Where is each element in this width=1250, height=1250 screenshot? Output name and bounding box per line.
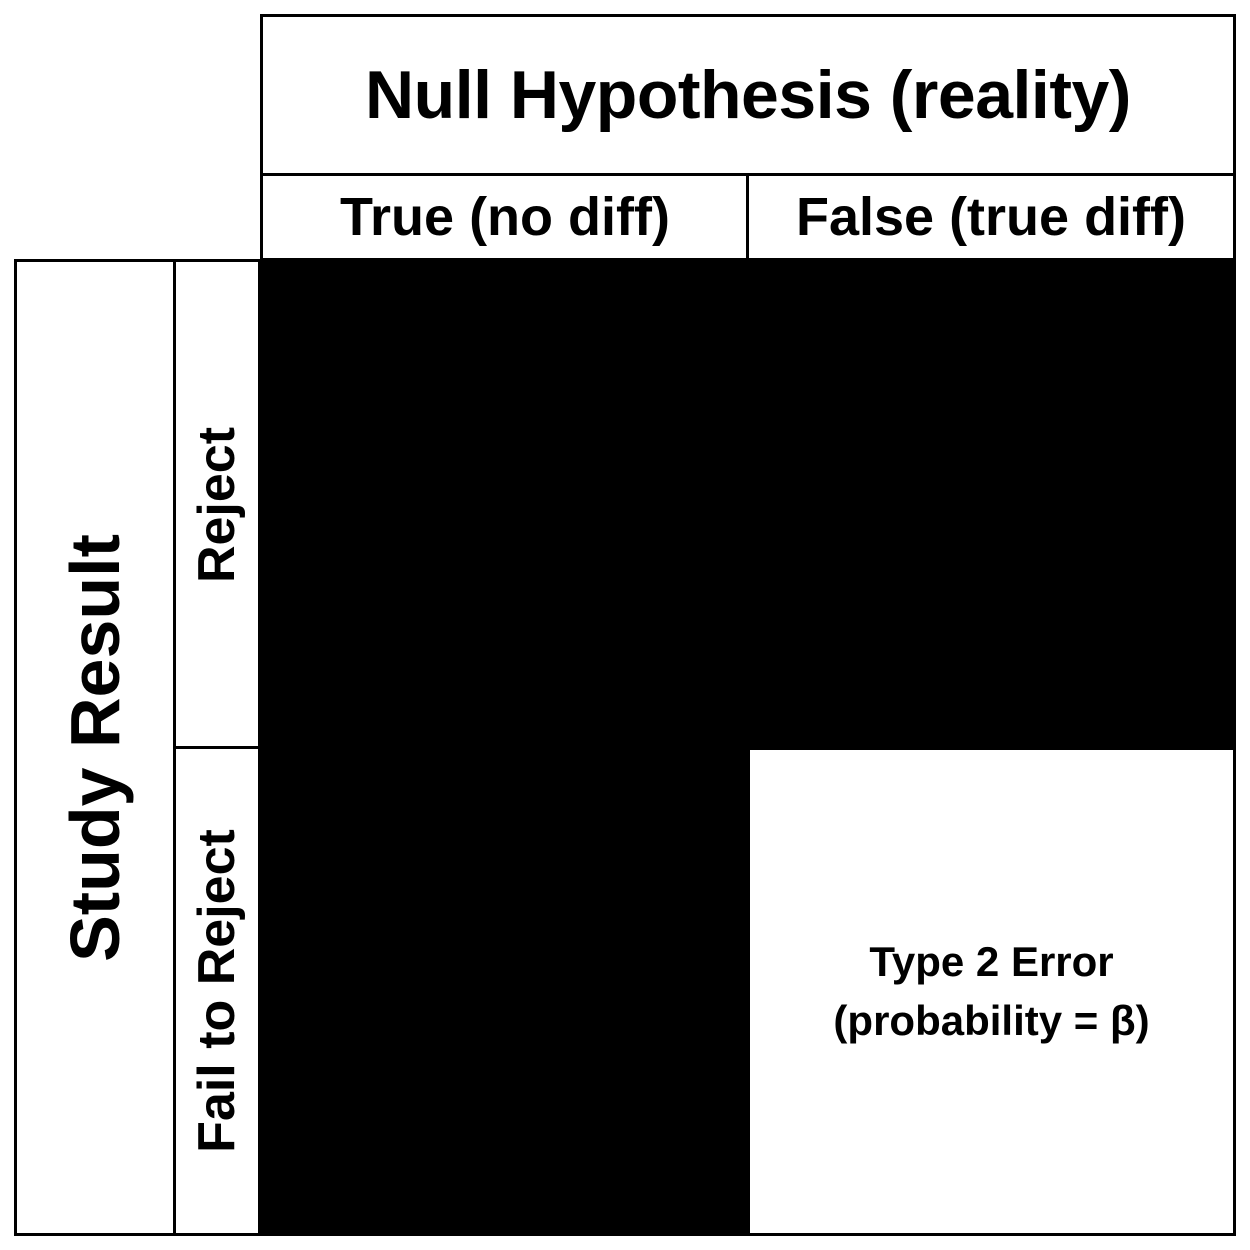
- column-header-true-label: True (no diff): [340, 187, 670, 247]
- cell-type-2-error: Type 2 Error (probability = β): [747, 747, 1236, 1236]
- column-group-title: Null Hypothesis (reality): [365, 57, 1131, 133]
- row-group-title: Study Result: [56, 533, 134, 962]
- column-header-false-label: False (true diff): [795, 187, 1187, 247]
- column-header-true: True (no diff): [260, 173, 750, 261]
- type-2-error-probability: (probability = β): [833, 996, 1150, 1044]
- column-group-header: Null Hypothesis (reality): [260, 14, 1236, 176]
- type-2-error-title: Type 2 Error: [869, 937, 1114, 985]
- row-header-fail-to-reject: Fail to Reject: [173, 746, 261, 1236]
- row-group-header: Study Result: [14, 259, 176, 1236]
- column-header-false: False (true diff): [746, 173, 1236, 261]
- row-header-fail-to-reject-label: Fail to Reject: [188, 829, 246, 1153]
- row-header-reject-label: Reject: [188, 426, 246, 583]
- row-header-reject: Reject: [173, 259, 261, 750]
